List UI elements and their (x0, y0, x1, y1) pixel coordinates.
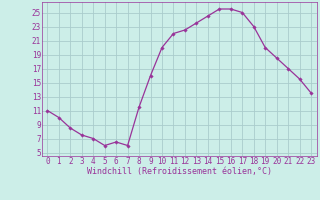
X-axis label: Windchill (Refroidissement éolien,°C): Windchill (Refroidissement éolien,°C) (87, 167, 272, 176)
